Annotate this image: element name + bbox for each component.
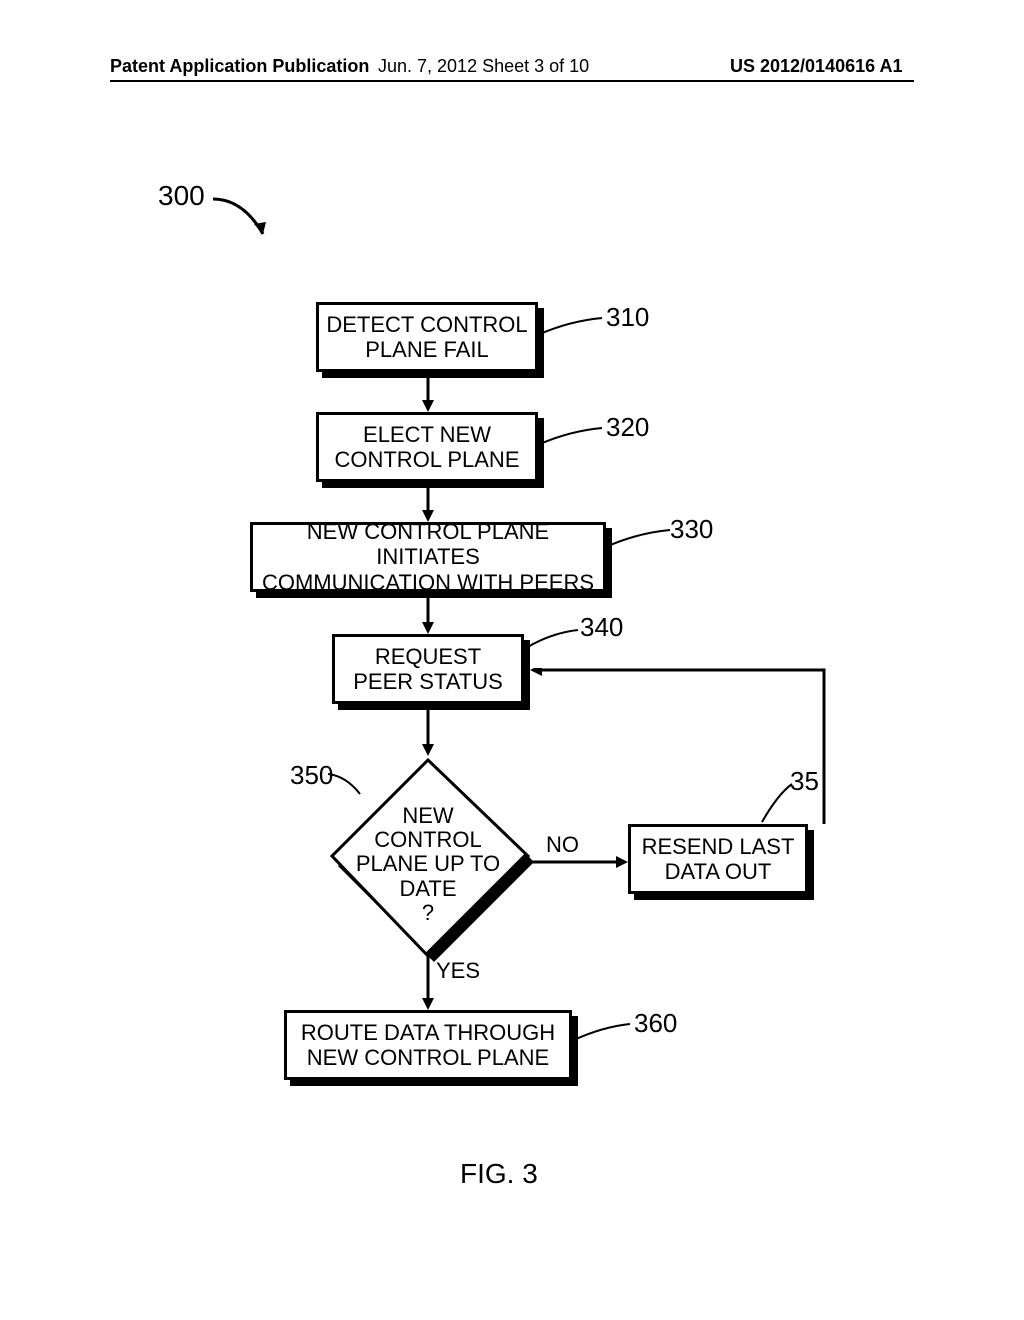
diamond-350-l3: PLANE UP TO	[328, 852, 528, 876]
box-320-line1: ELECT NEW	[363, 422, 491, 447]
box-340-line2: PEER STATUS	[353, 669, 503, 694]
leader-330	[608, 528, 678, 558]
diamond-350-l1: NEW	[328, 804, 528, 828]
arrow-350-35	[530, 852, 632, 872]
box-35-line1: RESEND LAST	[642, 834, 795, 859]
diamond-350-l2: CONTROL	[328, 828, 528, 852]
leader-360	[574, 1022, 638, 1050]
box-35-line2: DATA OUT	[665, 859, 772, 884]
ref-310: 310	[606, 302, 649, 333]
box-resend-last-data-out: RESEND LAST DATA OUT	[628, 824, 808, 894]
box-320-line2: CONTROL PLANE	[334, 447, 519, 472]
box-360-line1: ROUTE DATA THROUGH	[301, 1020, 555, 1045]
box-310-line1: DETECT CONTROL	[326, 312, 527, 337]
box-340-line1: REQUEST	[375, 644, 481, 669]
arrow-310-320	[418, 374, 438, 414]
box-request-peer-status: REQUEST PEER STATUS	[332, 634, 524, 704]
figure-caption: FIG. 3	[460, 1158, 538, 1190]
box-330-line1: NEW CONTROL PLANE INITIATES	[253, 519, 603, 570]
leader-320	[540, 426, 610, 456]
diamond-350-l4: DATE	[328, 877, 528, 901]
header-date-sheet: Jun. 7, 2012 Sheet 3 of 10	[378, 56, 589, 77]
arrow-330-340	[418, 594, 438, 636]
box-route-data-new-control-plane: ROUTE DATA THROUGH NEW CONTROL PLANE	[284, 1010, 572, 1080]
ref-320: 320	[606, 412, 649, 443]
box-detect-control-plane-fail: DETECT CONTROL PLANE FAIL	[316, 302, 538, 372]
ref-300-arrow	[208, 194, 288, 254]
arrow-350-360	[418, 956, 438, 1012]
arrow-35-340	[524, 668, 854, 828]
label-yes: YES	[436, 958, 480, 984]
box-elect-new-control-plane: ELECT NEW CONTROL PLANE	[316, 412, 538, 482]
diamond-350-l5: ?	[328, 901, 528, 925]
leader-310	[540, 316, 610, 346]
leader-350	[328, 772, 368, 800]
leader-340	[526, 628, 586, 656]
header-rule	[110, 80, 914, 82]
arrow-320-330	[418, 484, 438, 524]
header-pubnum: US 2012/0140616 A1	[730, 56, 902, 77]
box-360-line2: NEW CONTROL PLANE	[307, 1045, 549, 1070]
arrow-340-350	[418, 706, 438, 758]
box-330-line2: COMMUNICATION WITH PEERS	[262, 570, 594, 595]
header-publication: Patent Application Publication	[110, 56, 369, 77]
ref-300: 300	[158, 180, 205, 212]
ref-360: 360	[634, 1008, 677, 1039]
box-310-line2: PLANE FAIL	[365, 337, 489, 362]
box-initiate-peer-comm: NEW CONTROL PLANE INITIATES COMMUNICATIO…	[250, 522, 606, 592]
ref-340: 340	[580, 612, 623, 643]
ref-350: 350	[290, 760, 333, 791]
